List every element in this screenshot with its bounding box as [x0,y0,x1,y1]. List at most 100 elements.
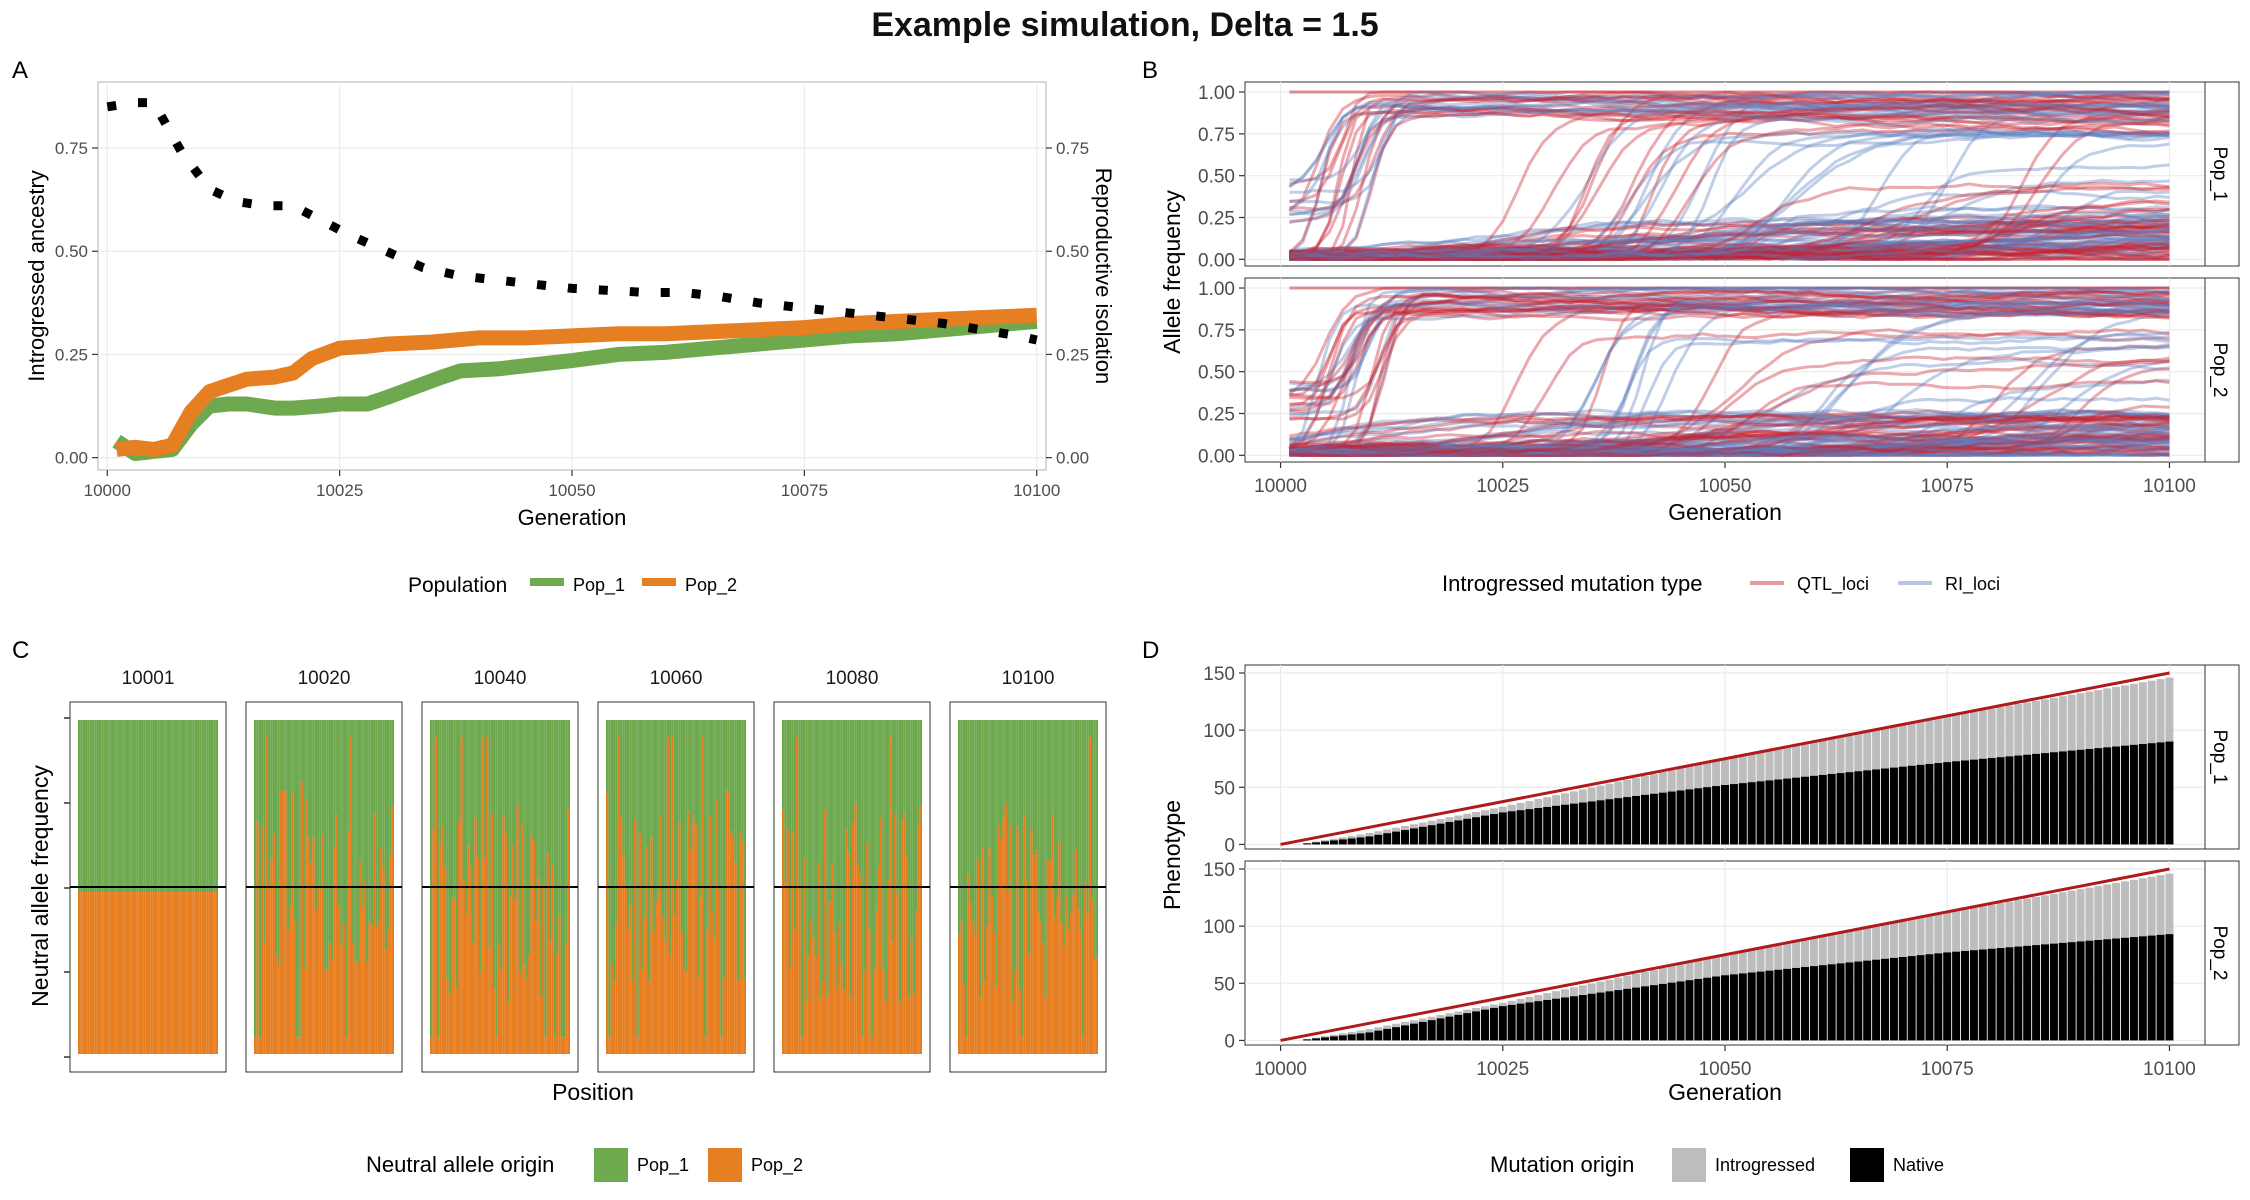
neutral-bar-pop1 [380,720,383,848]
neutral-bar-pop2 [870,1037,873,1054]
allele-trajectory [1289,444,2170,457]
neutral-bar-pop1 [361,720,364,908]
neutral-bar-pop2 [483,859,486,1054]
neutral-bar-pop1 [352,720,355,943]
legend-key-pop1 [530,578,564,586]
neutral-bar-pop2 [613,982,616,1054]
panel-d-facet-bars [1280,671,2174,846]
neutral-bar-pop2 [439,843,442,1054]
neutral-bar-pop2 [387,929,390,1054]
allele-trajectory [1289,220,2170,256]
neutral-bar-pop2 [215,892,218,1054]
panel-d-strip2 [2204,860,2240,1046]
allele-trajectory [1289,286,2170,457]
neutral-bar-pop1 [80,720,83,893]
allele-trajectory [1289,129,2170,261]
neutral-bar-pop2 [803,857,806,1054]
neutral-bar-pop2 [324,969,327,1054]
allele-trajectory [1289,367,2170,454]
neutral-bar-pop2 [488,947,491,1054]
neutral-bar-pop2 [875,911,878,1054]
allele-trajectory [1289,334,2170,453]
neutral-bar-pop1 [87,720,90,893]
neutral-bar-pop2 [518,972,521,1054]
phenotype-bar-native [2156,742,2165,845]
neutral-bar-pop1 [563,720,566,1038]
neutral-bar-pop2 [1067,929,1070,1054]
allele-trajectory [1289,421,2170,457]
neutral-bar-pop1 [974,720,977,934]
neutral-bar-pop1 [338,720,341,906]
phenotype-bar-native [1552,805,1561,845]
allele-trajectory [1289,103,2170,194]
neutral-bar-pop2 [303,969,306,1054]
legend-key-origin-pop2 [708,1148,742,1182]
neutral-bar-pop1 [1081,720,1084,1038]
neutral-bar-pop1 [129,720,132,893]
allele-trajectory [1289,205,2170,261]
allele-trajectory [1289,228,2170,261]
neutral-bar-pop2 [786,828,789,1054]
neutral-bar-pop2 [143,892,146,1054]
neutral-bar-pop2 [155,892,158,1054]
allele-trajectory [1288,100,2170,257]
neutral-bar-pop1 [831,720,834,863]
neutral-bar-pop2 [859,875,862,1054]
neutral-bar-pop1 [812,720,815,939]
phenotype-bar-native [2156,934,2165,1041]
neutral-bar-pop2 [1021,1037,1024,1054]
phenotype-bar-native [1907,956,1916,1041]
neutral-bar-pop2 [725,791,728,1054]
neutral-bar-pop2 [272,833,275,1054]
phenotype-bar-native [1703,977,1712,1041]
allele-trajectory [1289,249,2170,261]
neutral-bar-pop1 [328,720,331,943]
phenotype-bar-native [1792,967,1801,1041]
neutral-bar-pop1 [824,720,827,809]
neutral-bar-pop2 [106,892,109,1054]
neutral-bar-pop2 [525,979,528,1054]
panel-b-ytick-label: 1.00 [1198,279,1235,300]
allele-trajectory [1289,415,2170,457]
neutral-bar-pop2 [624,885,627,1054]
panel-a-ytick-label-right: 0.50 [1056,242,1089,261]
panel-b-ytick-label: 1.00 [1198,83,1235,104]
neutral-bar-pop2 [152,892,155,1054]
allele-trajectory [1289,217,2170,259]
phenotype-bar-native [1525,1002,1534,1041]
phenotype-bar-native [1649,985,1658,1041]
phenotype-bar-native [1738,783,1747,845]
panel-c-facet: 10060 [597,668,755,1073]
phenotype-bar-native [2067,942,2076,1041]
neutral-bar-pop1 [539,720,542,997]
neutral-bar-pop2 [650,838,653,1054]
neutral-bar-pop1 [434,720,437,737]
allele-trajectory [1289,223,2170,258]
neutral-bar-pop2 [905,856,908,1054]
phenotype-bar-native [1587,801,1596,845]
phenotype-bar-native [1472,1011,1481,1041]
neutral-bar-pop1 [896,720,899,894]
allele-trajectory [1289,214,2170,257]
neutral-bar-pop2 [178,892,181,1054]
neutral-bar-pop2 [310,863,313,1054]
panel-a-legend-title: Population [408,574,507,597]
neutral-bar-pop2 [141,892,144,1054]
neutral-bar-pop2 [352,942,355,1054]
allele-trajectory [1289,304,2170,457]
neutral-bar-pop1 [279,720,282,790]
neutral-bar-pop1 [800,720,803,1038]
allele-trajectory [1289,396,2170,457]
neutral-bar-pop2 [256,821,259,1054]
neutral-bar-pop2 [187,892,190,1054]
neutral-bar-pop1 [711,720,714,912]
neutral-bar-pop2 [692,818,695,1054]
neutral-bar-pop1 [124,720,127,893]
panel-a-xtick-label: 10000 [84,481,131,500]
neutral-bar-pop1 [1004,720,1007,804]
neutral-bar-pop2 [1051,814,1054,1054]
neutral-bar-pop1 [488,720,491,948]
neutral-bar-pop1 [145,720,148,893]
phenotype-bar-native [1685,980,1694,1041]
panel-a-ytick-label: 0.75 [55,139,88,158]
